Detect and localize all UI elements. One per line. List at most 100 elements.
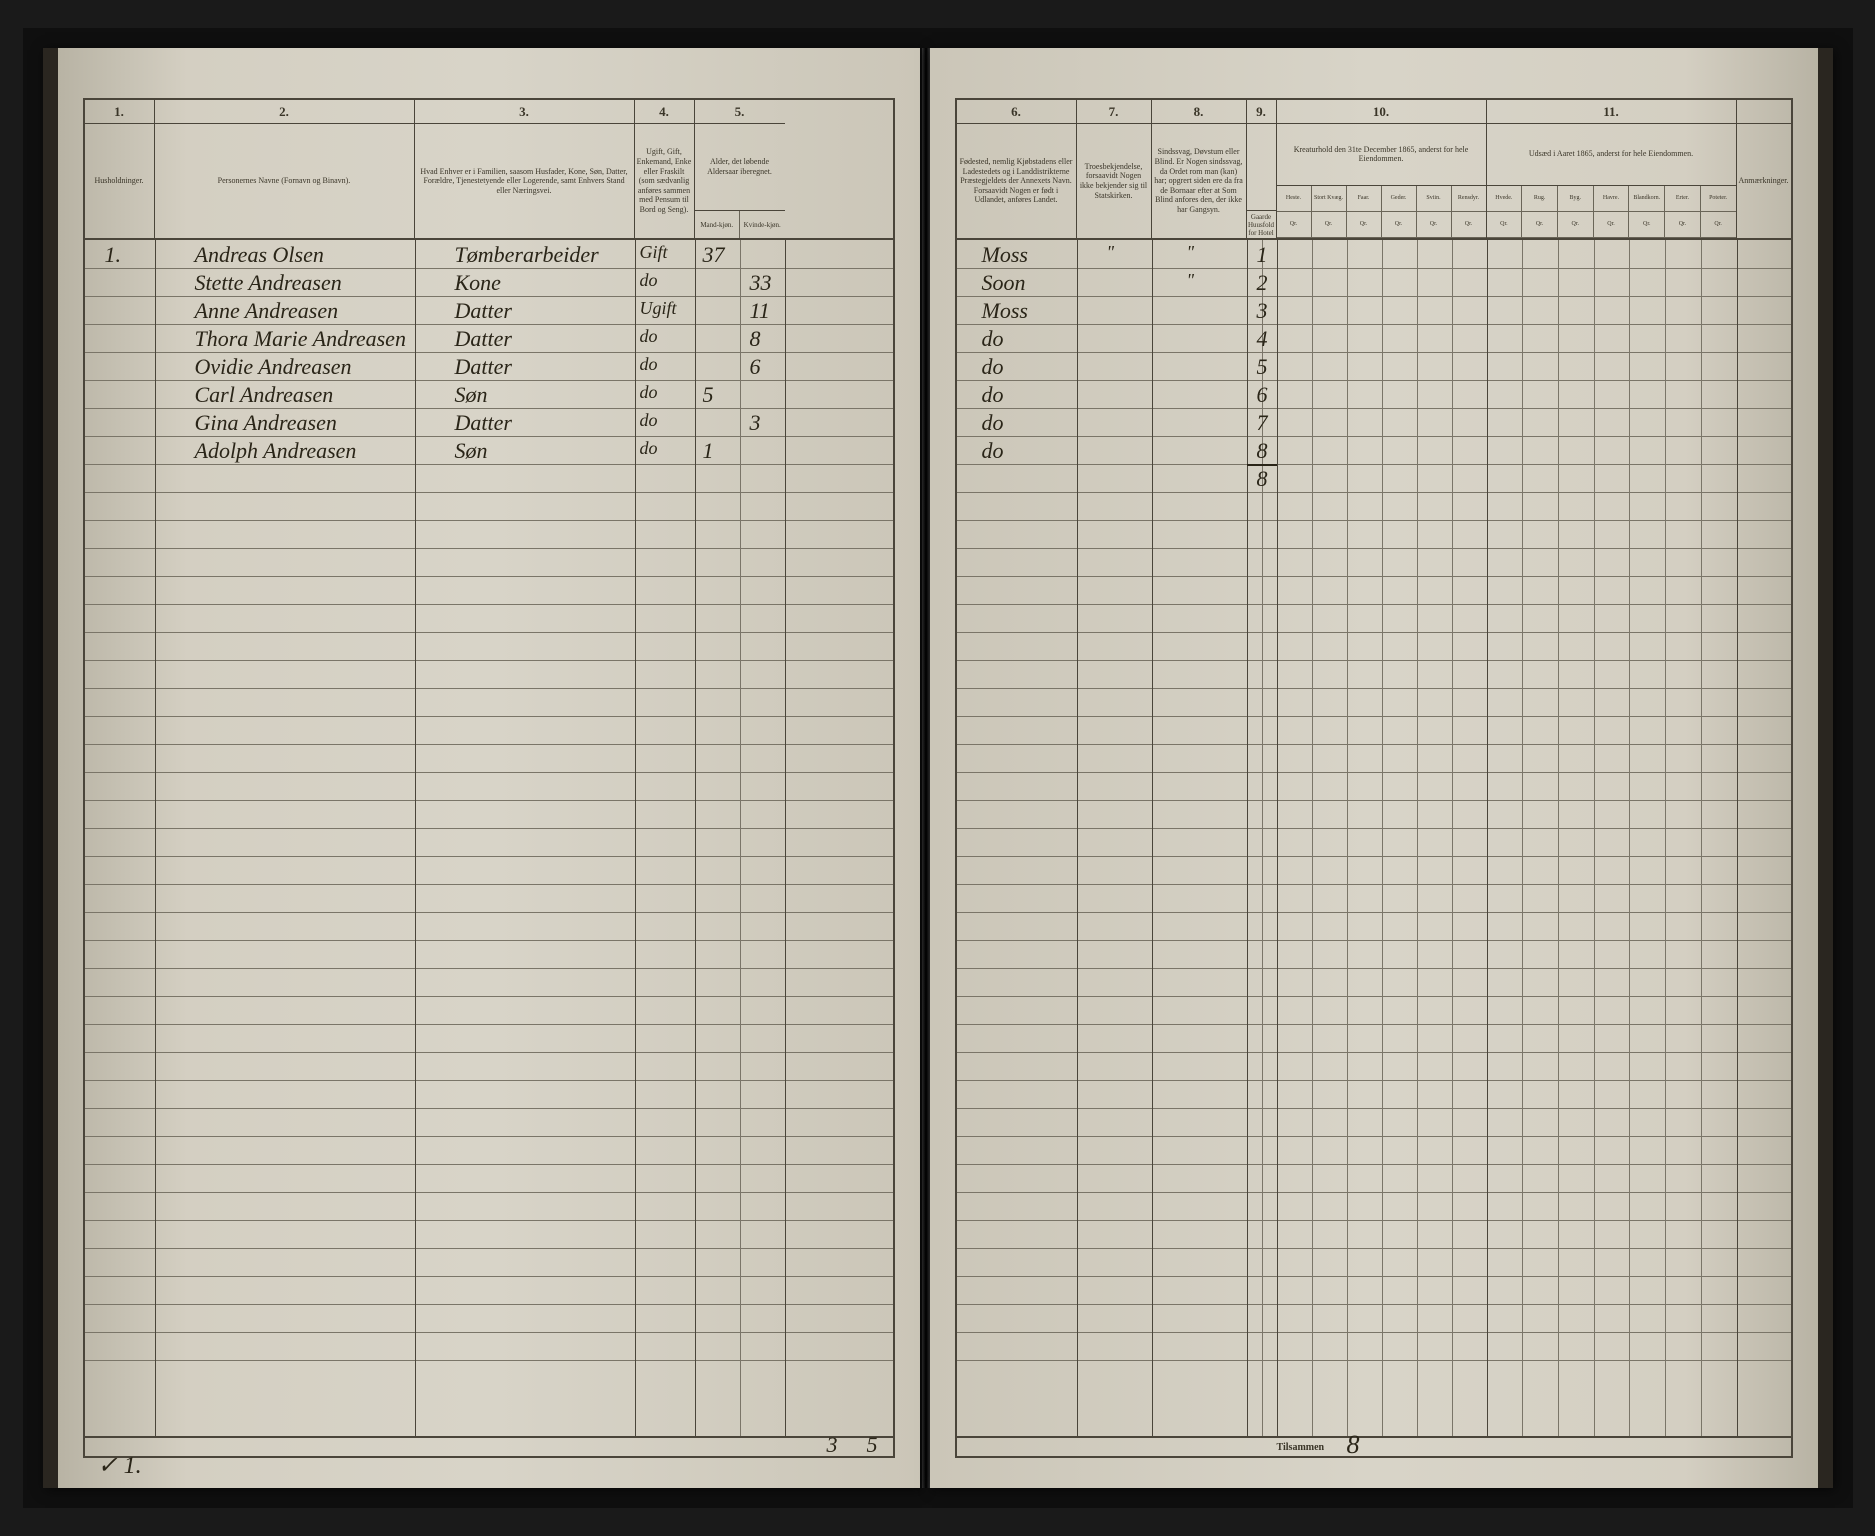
mini-col-label: Rug. <box>1522 186 1557 212</box>
relation: Kone <box>455 270 501 296</box>
col-number: 10. <box>1277 100 1486 124</box>
marital: Gift <box>640 242 668 263</box>
person-name: Stette Andreasen <box>195 270 342 296</box>
mini-col-label: Rensdyr. <box>1452 186 1486 212</box>
mini-col-unit: Qr. <box>1594 212 1629 238</box>
mini-col-label: Sviin. <box>1417 186 1451 212</box>
left-page: 1.Husholdninger.2.Personernes Navne (For… <box>43 48 920 1488</box>
mini-col-label: Erter. <box>1665 186 1700 212</box>
right-data-body: 8Moss""1Soon"2Moss3do4do5do6do7do8 <box>957 240 1791 1436</box>
age-female: 8 <box>750 326 761 352</box>
age-male: 1 <box>703 438 714 464</box>
mini-col-label: Havre. <box>1594 186 1629 212</box>
col-label: Hvad Enhver er i Familien, saasom Husfad… <box>415 124 634 238</box>
relation: Datter <box>455 298 512 324</box>
col-number: 9. <box>1247 100 1276 124</box>
religion: " <box>1107 242 1115 263</box>
marital: do <box>640 382 658 403</box>
sequence: 6 <box>1257 382 1268 408</box>
sequence: 7 <box>1257 410 1268 436</box>
col-number: 8. <box>1152 100 1246 124</box>
sequence: 3 <box>1257 298 1268 324</box>
birthplace: do <box>982 382 1004 408</box>
col-label: Troesbekjendelse, forsaavidt Nogen ikke … <box>1077 124 1151 238</box>
mini-col-label: Byg. <box>1558 186 1593 212</box>
mini-col-unit: Qr. <box>1665 212 1700 238</box>
person-name: Anne Andreasen <box>195 298 339 324</box>
household-num: 1. <box>105 242 122 268</box>
age-female: 33 <box>750 270 772 296</box>
mini-col-unit: Qr. <box>1312 212 1346 238</box>
birthplace: do <box>982 410 1004 436</box>
relation: Datter <box>455 354 512 380</box>
col-label: Udsæd i Aaret 1865, anderst for hele Eie… <box>1487 124 1736 185</box>
footer-female-total: 5 <box>867 1432 878 1458</box>
sequence: 2 <box>1257 270 1268 296</box>
col-header: 9. Gaarde Huusfold for Hotel <box>1247 100 1277 238</box>
census-book: 1.Husholdninger.2.Personernes Navne (For… <box>23 28 1853 1508</box>
col-header: 4.Ugift, Gift, Enkemand, Enke eller Fras… <box>635 100 695 238</box>
col-sublabel: Mand-kjøn. <box>695 211 741 238</box>
mini-col-unit: Qr. <box>1629 212 1664 238</box>
sequence: 4 <box>1257 326 1268 352</box>
col-label: Kreaturhold den 31te December 1865, ande… <box>1277 124 1486 185</box>
col-number: 5. <box>695 100 785 124</box>
sequence: 5 <box>1257 354 1268 380</box>
mini-col-unit: Qr. <box>1522 212 1557 238</box>
col-label: Sindssvag, Døvstum eller Blind. Er Nogen… <box>1152 124 1246 238</box>
relation: Søn <box>455 438 488 464</box>
birthplace: do <box>982 354 1004 380</box>
left-data-body: 1.Andreas OlsenTømberarbeiderGift37Stett… <box>85 240 893 1436</box>
left-table: 1.Husholdninger.2.Personernes Navne (For… <box>83 98 895 1458</box>
sequence: 1 <box>1257 242 1268 268</box>
col-number: 1. <box>85 100 154 124</box>
birthplace: Moss <box>982 298 1028 324</box>
col-header: 2.Personernes Navne (Fornavn og Binavn). <box>155 100 415 238</box>
col-sublabel: Gaarde Huusfold for Hotel <box>1247 211 1276 238</box>
mini-col-label: Faar. <box>1347 186 1381 212</box>
col-number: 4. <box>635 100 694 124</box>
left-footer: 3 5 <box>85 1436 893 1456</box>
relation: Tømberarbeider <box>455 242 599 268</box>
mini-col-label: Poteter. <box>1701 186 1736 212</box>
tilsammen-label: Tilsammen <box>1277 1442 1325 1453</box>
person-name: Carl Andreasen <box>195 382 334 408</box>
mini-col-label: Heste. <box>1277 186 1311 212</box>
col-sublabel: Kvinde-kjøn. <box>740 211 785 238</box>
age-female: 11 <box>750 298 770 324</box>
relation: Datter <box>455 326 512 352</box>
right-page: 6.Fødested, nemlig Kjøbstadens eller Lad… <box>930 48 1833 1488</box>
col-number: 2. <box>155 100 414 124</box>
right-table: 6.Fødested, nemlig Kjøbstadens eller Lad… <box>955 98 1793 1458</box>
col-label: Fødested, nemlig Kjøbstadens eller Lades… <box>957 124 1076 238</box>
book-spine <box>922 48 930 1488</box>
mini-col-unit: Qr. <box>1558 212 1593 238</box>
marital: do <box>640 410 658 431</box>
col-number: 7. <box>1077 100 1151 124</box>
marital: do <box>640 354 658 375</box>
mini-col-unit: Qr. <box>1417 212 1451 238</box>
col-label: Alder, det løbende Aldersaar iberegnet. <box>695 124 785 210</box>
mini-col-unit: Qr. <box>1452 212 1486 238</box>
person-name: Adolph Andreasen <box>195 438 357 464</box>
col-label: Personernes Navne (Fornavn og Binavn). <box>155 124 414 238</box>
mini-col-unit: Qr. <box>1701 212 1736 238</box>
mini-col-label: Geder. <box>1382 186 1416 212</box>
mini-col-label: Blandkorn. <box>1629 186 1664 212</box>
marital: Ugift <box>640 298 677 319</box>
relation: Datter <box>455 410 512 436</box>
column-total: 8 <box>1257 466 1268 492</box>
right-column-headers: 6.Fødested, nemlig Kjøbstadens eller Lad… <box>957 100 1791 240</box>
person-name: Thora Marie Andreasen <box>195 326 406 352</box>
col-header: 6.Fødested, nemlig Kjøbstadens eller Lad… <box>957 100 1077 238</box>
mini-col-unit: Qr. <box>1277 212 1311 238</box>
col-header-annotations: Anmærkninger. <box>1737 100 1791 238</box>
mini-col-unit: Qr. <box>1382 212 1416 238</box>
mini-col-unit: Qr. <box>1347 212 1381 238</box>
col-header: 1.Husholdninger. <box>85 100 155 238</box>
birthplace: Soon <box>982 270 1026 296</box>
col-label: Anmærkninger. <box>1737 124 1791 238</box>
col-label: Husholdninger. <box>85 124 154 238</box>
age-male: 5 <box>703 382 714 408</box>
person-name: Ovidie Andreasen <box>195 354 352 380</box>
